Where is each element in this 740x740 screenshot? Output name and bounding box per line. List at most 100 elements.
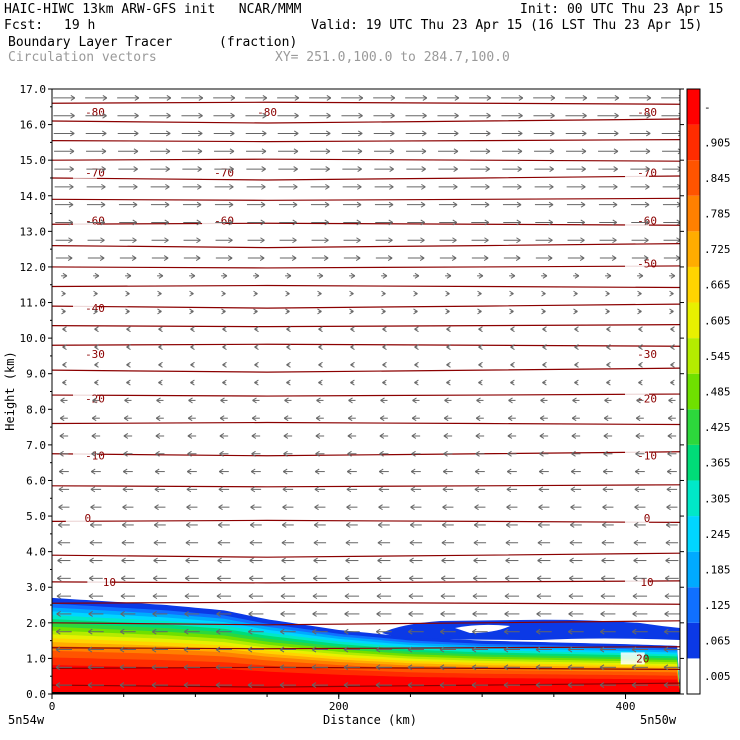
wind-vector — [157, 308, 162, 315]
wind-vector-head — [165, 183, 170, 190]
wind-vector-head — [478, 344, 483, 350]
wind-vector-head — [286, 344, 291, 350]
wind-vector-head — [350, 272, 356, 279]
wind-vector — [471, 219, 490, 226]
wind-vector-head — [222, 326, 227, 333]
wind-vector — [347, 450, 357, 457]
wind-vector-head — [390, 112, 395, 119]
wind-vector — [126, 361, 131, 368]
wind-vector — [216, 593, 232, 600]
wind-vector — [53, 112, 75, 119]
wind-vector — [55, 219, 74, 226]
wind-vector — [343, 682, 360, 689]
wind-vector — [281, 557, 295, 564]
wind-vector-head — [94, 379, 99, 386]
wind-vector — [411, 450, 421, 457]
wind-vector — [152, 628, 168, 635]
wind-vector — [121, 557, 135, 564]
wind-vector — [54, 166, 74, 172]
wind-vector — [318, 379, 323, 386]
wind-vector-head — [486, 94, 492, 101]
wind-vector — [318, 344, 323, 350]
wind-vector-head — [636, 397, 641, 404]
wind-vector-head — [102, 94, 108, 101]
wind-vector — [510, 344, 515, 350]
wind-vector-head — [670, 379, 675, 386]
wind-vector — [541, 308, 546, 315]
colorbar-swatch — [687, 89, 700, 125]
wind-vector-head — [356, 201, 362, 208]
wind-vector — [283, 450, 293, 457]
wind-vector — [345, 522, 358, 528]
wind-vector-head — [196, 201, 202, 208]
wind-vector-head — [568, 575, 574, 582]
wind-vector — [219, 415, 228, 422]
wind-vector — [285, 308, 290, 315]
wind-vector — [534, 183, 554, 190]
wind-vector-head — [378, 486, 384, 493]
wind-vector — [347, 433, 357, 439]
wind-vector-head — [325, 148, 331, 155]
wind-vector-head — [446, 361, 451, 368]
wind-vector-head — [311, 682, 317, 689]
wind-vector — [470, 166, 490, 172]
wind-vector — [442, 468, 453, 475]
wind-vector — [510, 379, 515, 386]
wind-vector — [86, 201, 106, 208]
wind-vector — [282, 468, 293, 475]
wind-vector — [281, 522, 294, 528]
wind-vector-head — [599, 682, 605, 689]
wind-vector-head — [379, 433, 385, 439]
wind-vector-head — [281, 522, 287, 528]
wind-vector-head — [390, 94, 396, 101]
wind-vector-head — [155, 433, 161, 439]
contour-label-bg — [625, 106, 650, 119]
wind-vector — [87, 682, 104, 689]
wind-vector-head — [56, 628, 61, 635]
wind-vector — [92, 397, 100, 404]
wind-vector — [536, 611, 552, 617]
wind-vector — [183, 664, 200, 671]
wind-vector — [633, 557, 647, 564]
wind-vector — [503, 237, 521, 244]
wind-vector — [475, 433, 485, 439]
wind-vector-head — [100, 201, 106, 208]
wind-vector-head — [603, 450, 608, 457]
contour-label-bg — [625, 166, 650, 179]
y-tick-label: 16.0 — [20, 119, 47, 132]
wind-vector — [57, 557, 71, 564]
wind-vector-head — [325, 130, 331, 137]
colorbar-swatch — [687, 516, 700, 552]
wind-vector — [181, 94, 204, 101]
wind-vector-head — [254, 326, 259, 333]
wind-vector-head — [422, 94, 428, 101]
wind-vector-head — [421, 148, 427, 155]
colorbar-swatch — [687, 551, 700, 588]
wind-vector-head — [134, 112, 139, 119]
wind-vector-head — [152, 611, 157, 617]
wind-vector-head — [483, 255, 489, 261]
wind-vector — [442, 486, 454, 493]
wind-vector — [247, 237, 265, 244]
wind-vector-head — [454, 94, 460, 101]
wind-vector — [376, 593, 392, 600]
wind-vector-head — [478, 272, 484, 279]
wind-vector-head — [190, 361, 195, 368]
wind-vector — [374, 166, 394, 172]
wind-vector-head — [152, 628, 157, 635]
wind-vector-head — [517, 166, 522, 172]
wind-vector-head — [88, 628, 93, 635]
wind-vector — [410, 486, 422, 493]
wind-vector-head — [229, 130, 235, 137]
wind-vector-head — [503, 664, 509, 671]
wind-vector-head — [507, 450, 512, 457]
wind-vector — [157, 272, 164, 279]
wind-vector — [600, 593, 616, 600]
wind-vector-head — [292, 201, 298, 208]
wind-vector — [344, 628, 360, 635]
wind-vector — [214, 201, 234, 208]
wind-vector-head — [61, 290, 66, 297]
wind-vector-head — [229, 166, 234, 172]
wind-vector — [567, 255, 585, 261]
wind-vector-head — [539, 415, 545, 422]
